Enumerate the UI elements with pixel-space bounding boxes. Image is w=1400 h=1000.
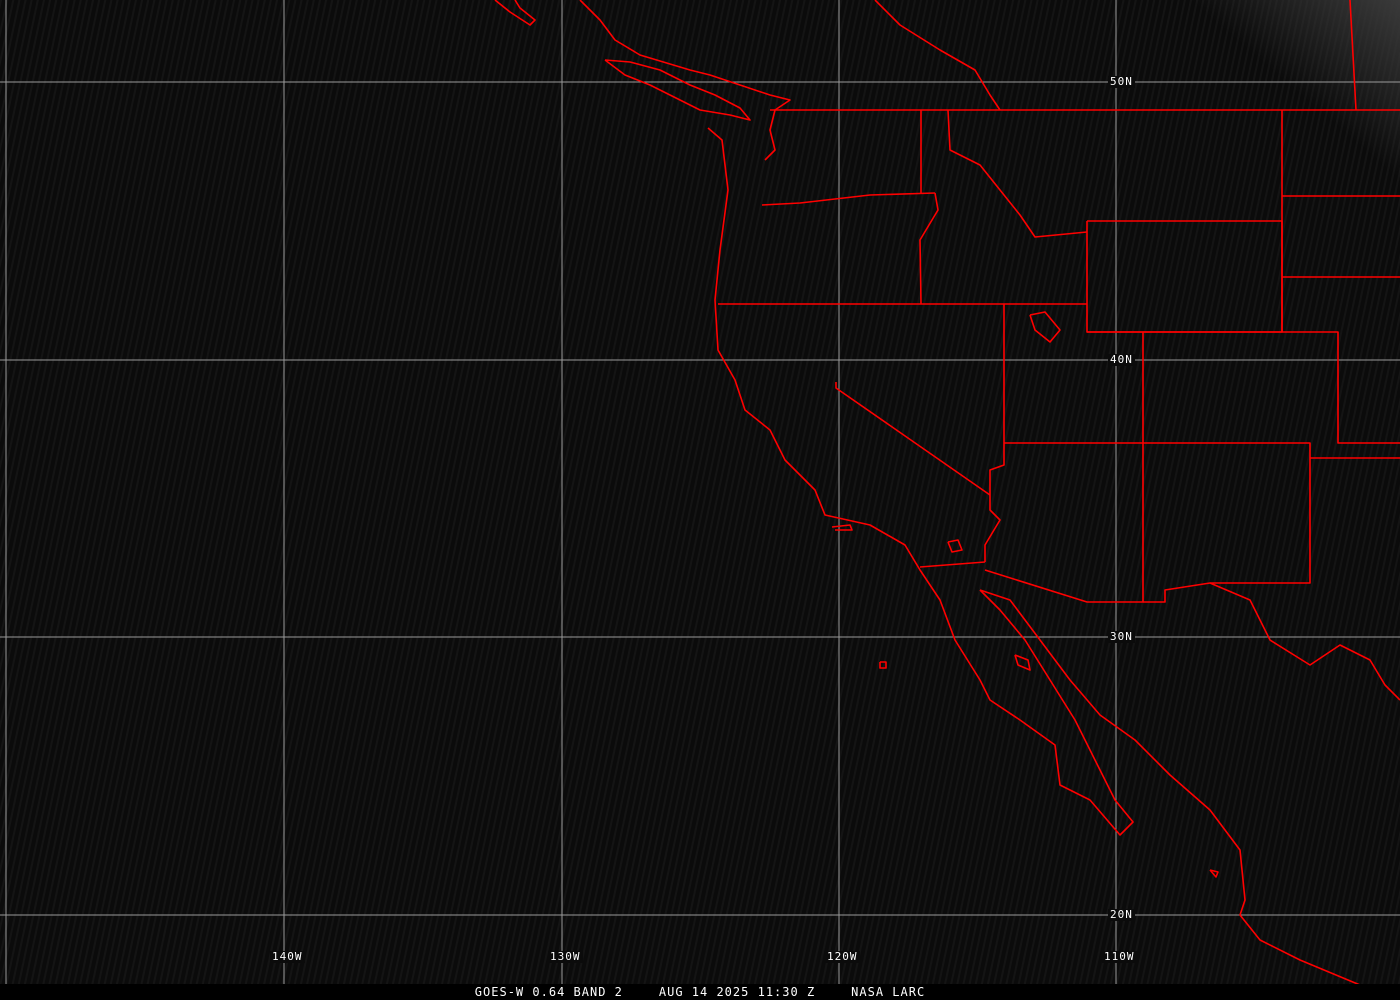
image-caption: GOES-W 0.64 BAND 2 AUG 14 2025 11:30 Z NAS… xyxy=(0,984,1400,1000)
lat-label-20n: 20N xyxy=(1108,908,1135,921)
lon-label-120w: 120W xyxy=(825,950,860,963)
border-colorado xyxy=(1143,331,1400,444)
cloud-brightness xyxy=(1050,0,1400,300)
political-boundaries xyxy=(494,0,1400,1000)
border-ca-mexico xyxy=(919,561,986,568)
lat-label-50n: 50N xyxy=(1108,75,1135,88)
lat-label-40n: 40N xyxy=(1108,353,1135,366)
caption-satellite: GOES-W 0.64 BAND 2 xyxy=(475,985,623,999)
band-name: 0.64 BAND 2 xyxy=(532,985,623,999)
vancouver-island xyxy=(604,59,751,121)
salton-sea xyxy=(947,539,963,553)
border-arizona xyxy=(984,443,1144,603)
border-us-mexico xyxy=(1209,582,1400,701)
channel-islands xyxy=(831,524,853,531)
border-id-mt xyxy=(947,109,1088,238)
image-time: 11:30 Z xyxy=(757,985,816,999)
coastline-bc-mainland xyxy=(579,0,791,161)
gulf-islands xyxy=(1014,654,1031,671)
coastline-bc xyxy=(494,0,536,26)
lon-label-140w: 140W xyxy=(270,950,305,963)
great-salt-lake xyxy=(1029,311,1061,343)
lon-label-110w: 110W xyxy=(1102,950,1137,963)
border-or-id xyxy=(919,192,939,305)
caption-datetime: AUG 14 2025 11:30 Z xyxy=(659,985,815,999)
border-wa-or xyxy=(761,192,936,206)
caption-source: NASA LARC xyxy=(851,985,926,999)
coastline-us-west xyxy=(707,127,1134,836)
border-nv-ut xyxy=(984,304,1005,562)
island-guadalupe xyxy=(879,661,887,669)
lat-label-30n: 30N xyxy=(1108,630,1135,643)
coastline-mexico xyxy=(979,589,1376,1000)
border-utah xyxy=(1004,331,1144,444)
border-ca-nv xyxy=(835,382,991,496)
lon-label-130w: 130W xyxy=(548,950,583,963)
coastline-canada-east xyxy=(874,0,1001,111)
image-date: AUG 14 2025 xyxy=(658,985,750,999)
island-revillagigedo xyxy=(1209,869,1219,878)
border-canada-provinces xyxy=(1349,0,1357,111)
satellite-name: GOES-W xyxy=(474,985,525,999)
